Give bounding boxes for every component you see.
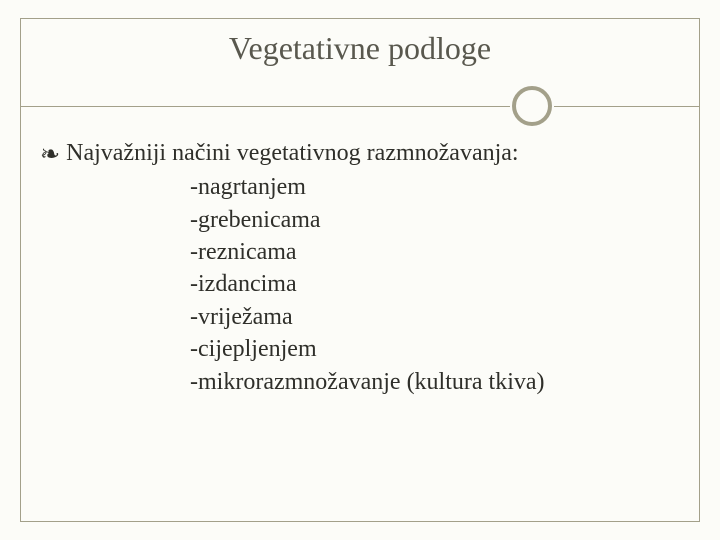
ornament-line-left xyxy=(20,106,510,107)
list-item: -nagrtanjem xyxy=(190,171,680,203)
body-area: ❧ Najvažniji načini vegetativnog razmnož… xyxy=(40,140,680,398)
lead-line: ❧ Najvažniji načini vegetativnog razmnož… xyxy=(40,140,680,171)
ornament-line-right xyxy=(554,106,700,107)
title-area: Vegetativne podloge xyxy=(0,30,720,67)
bullet-icon: ❧ xyxy=(40,140,60,171)
list-item: -mikrorazmnožavanje (kultura tkiva) xyxy=(190,366,680,398)
list-item: -reznicama xyxy=(190,236,680,268)
list-item: -cijepljenjem xyxy=(190,333,680,365)
slide-title: Vegetativne podloge xyxy=(0,30,720,67)
ornament-circle-icon xyxy=(512,86,552,126)
title-ornament xyxy=(0,86,720,126)
slide: Vegetativne podloge ❧ Najvažniji načini … xyxy=(0,0,720,540)
list-item: -grebenicama xyxy=(190,204,680,236)
list-item: -izdancima xyxy=(190,268,680,300)
list-item: -vriježama xyxy=(190,301,680,333)
lead-text: Najvažniji načini vegetativnog razmnožav… xyxy=(66,140,518,167)
method-list: -nagrtanjem -grebenicama -reznicama -izd… xyxy=(190,171,680,398)
